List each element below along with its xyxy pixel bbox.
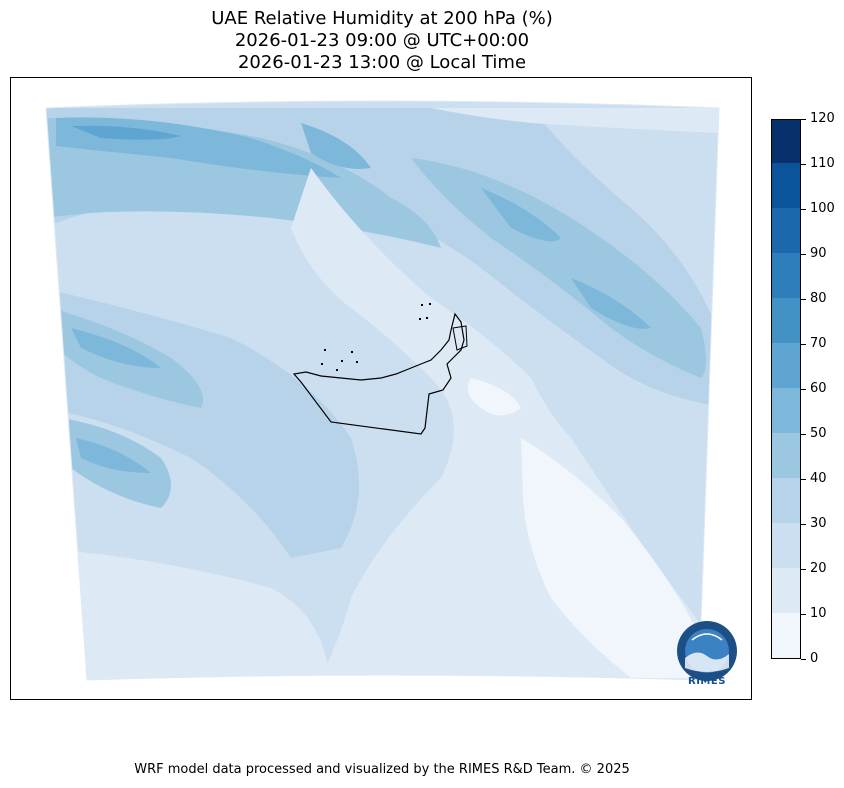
colorbar-tick xyxy=(801,659,806,660)
islands xyxy=(321,303,431,371)
colorbar-label: 60 xyxy=(810,381,827,396)
uae-border xyxy=(292,312,465,435)
uae-inner-border xyxy=(452,325,468,351)
colorbar-tick xyxy=(801,299,806,300)
contour-fill-10-20 xyxy=(46,548,331,680)
colorbar-segment xyxy=(772,297,800,343)
contour-fill-10-20 xyxy=(431,108,719,133)
footer-credit: WRF model data processed and visualized … xyxy=(134,762,630,777)
colorbar-tick xyxy=(801,344,806,345)
colorbar-segment xyxy=(772,120,800,163)
logo-text: RIMES xyxy=(688,676,726,687)
contour-fill-50-60 xyxy=(301,123,371,169)
colorbar-label: 110 xyxy=(810,156,835,171)
colorbar-segment xyxy=(772,612,800,658)
colorbar-segment xyxy=(772,522,800,568)
domain-outline xyxy=(45,100,720,681)
colorbar xyxy=(771,119,801,659)
colorbar-segment xyxy=(772,387,800,433)
colorbar-segment xyxy=(772,477,800,523)
rimes-logo xyxy=(677,621,737,681)
colorbar-label: 20 xyxy=(810,561,827,576)
chart-title-line-3: 2026-01-23 13:00 @ Local Time xyxy=(237,52,527,73)
contour-fill-0-10 xyxy=(521,438,701,678)
contour-fill-0-10 xyxy=(467,378,521,416)
colorbar-segment xyxy=(772,567,800,613)
contour-fill-50-60 xyxy=(571,278,651,329)
colorbar-tick xyxy=(801,209,806,210)
colorbar-segment xyxy=(772,432,800,478)
colorbar-label: 80 xyxy=(810,291,827,306)
colorbar-segment xyxy=(772,162,800,208)
colorbar-tick xyxy=(801,389,806,390)
colorbar-segment xyxy=(772,342,800,388)
colorbar-tick xyxy=(801,119,806,120)
colorbar-tick xyxy=(801,434,806,435)
map-canvas xyxy=(45,100,720,681)
map-panel xyxy=(10,77,752,700)
colorbar-tick xyxy=(801,479,806,480)
colorbar-tick xyxy=(801,164,806,165)
colorbar-tick xyxy=(801,569,806,570)
colorbar-tick xyxy=(801,524,806,525)
contour-fill-50-60 xyxy=(71,328,161,368)
colorbar-label: 90 xyxy=(810,246,827,261)
chart-title-line-2: 2026-01-23 09:00 @ UTC+00:00 xyxy=(234,30,530,51)
chart-title-line-1: UAE Relative Humidity at 200 hPa (%) xyxy=(211,8,553,29)
colorbar-label: 50 xyxy=(810,426,827,441)
contour-fill-50-60 xyxy=(76,438,151,473)
colorbar-segment xyxy=(772,207,800,253)
colorbar-label: 40 xyxy=(810,471,827,486)
colorbar-label: 0 xyxy=(810,651,819,666)
contour-fill-60-70 xyxy=(71,125,181,140)
colorbar-label: 10 xyxy=(810,606,827,621)
colorbar-label: 100 xyxy=(810,201,835,216)
colorbar-tick xyxy=(801,614,806,615)
contour-fill-50-60 xyxy=(481,188,561,242)
colorbar-tick xyxy=(801,254,806,255)
colorbar-label: 120 xyxy=(810,111,835,126)
colorbar-label: 30 xyxy=(810,516,827,531)
humidity-contours xyxy=(46,101,719,680)
colorbar-segment xyxy=(772,252,800,298)
colorbar-label: 70 xyxy=(810,336,827,351)
